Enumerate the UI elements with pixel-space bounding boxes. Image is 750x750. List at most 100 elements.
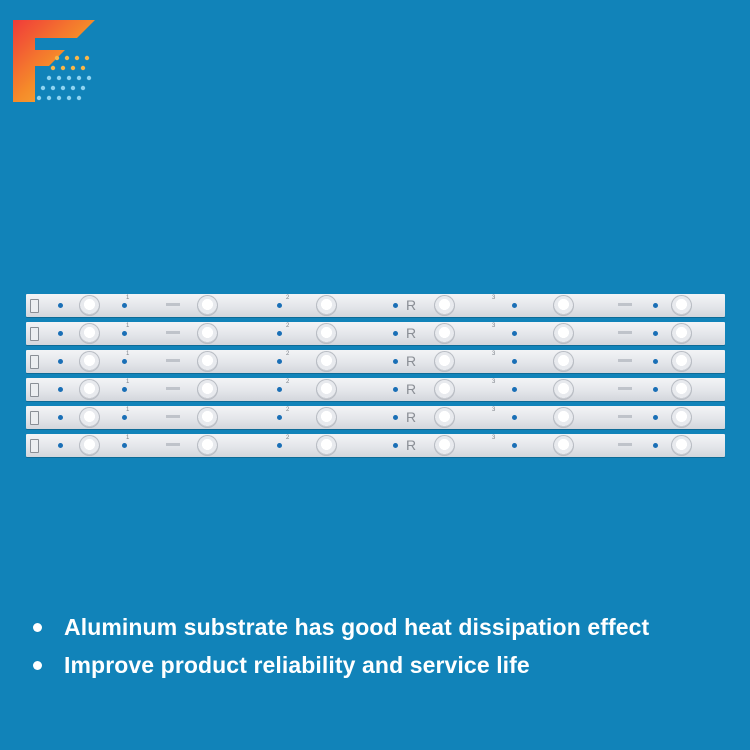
silkscreen-label (166, 415, 180, 418)
strip-number: 2 (286, 295, 290, 301)
led-strip: 1 2 3 R (26, 406, 725, 429)
mount-hole (58, 303, 63, 308)
mount-hole (653, 331, 658, 336)
led-lens (197, 407, 218, 428)
silkscreen-label (166, 443, 180, 446)
led-lens (316, 323, 337, 344)
connector (30, 299, 39, 313)
led-lens (79, 407, 100, 428)
connector (30, 327, 39, 341)
feature-text: Improve product reliability and service … (64, 651, 530, 678)
led-lens (553, 407, 574, 428)
mount-hole (122, 331, 127, 336)
led-lens (79, 295, 100, 316)
mount-hole (122, 387, 127, 392)
mount-hole (653, 387, 658, 392)
strip-letter: R (406, 325, 417, 341)
led-lens (434, 435, 455, 456)
silkscreen-label (618, 387, 632, 390)
feature-list: Aluminum substrate has good heat dissipa… (30, 608, 730, 684)
led-lens (316, 351, 337, 372)
mount-hole (393, 443, 398, 448)
led-lens (434, 323, 455, 344)
mount-hole (277, 303, 282, 308)
connector (30, 411, 39, 425)
mount-hole (393, 331, 398, 336)
mount-hole (277, 415, 282, 420)
led-lens (434, 295, 455, 316)
strip-number: 2 (286, 351, 290, 357)
strip-letter: R (406, 409, 417, 425)
mount-hole (58, 443, 63, 448)
strip-number: 1 (126, 379, 130, 385)
silkscreen-label (166, 359, 180, 362)
bullet-dot-icon (33, 660, 42, 670)
mount-hole (653, 415, 658, 420)
mount-hole (512, 415, 517, 420)
feature-item: Aluminum substrate has good heat dissipa… (30, 608, 730, 646)
silkscreen-label (618, 443, 632, 446)
mount-hole (58, 387, 63, 392)
led-lens (553, 435, 574, 456)
led-lens (553, 351, 574, 372)
led-strip: 1 2 3 R (26, 378, 725, 401)
strip-number: 3 (492, 295, 496, 301)
led-lens (316, 407, 337, 428)
feature-item: Improve product reliability and service … (30, 646, 730, 684)
led-lens (197, 351, 218, 372)
connector (30, 355, 39, 369)
led-strip: 1 2 3 R (26, 350, 725, 373)
strip-number: 3 (492, 435, 496, 441)
led-lens (316, 295, 337, 316)
mount-hole (277, 387, 282, 392)
led-lens (671, 435, 692, 456)
strip-number: 1 (126, 351, 130, 357)
mount-hole (277, 359, 282, 364)
strip-number: 2 (286, 323, 290, 329)
led-lens (79, 379, 100, 400)
led-lens (79, 323, 100, 344)
mount-hole (58, 415, 63, 420)
strip-number: 3 (492, 323, 496, 329)
strip-number: 2 (286, 407, 290, 413)
strip-letter: R (406, 297, 417, 313)
mount-hole (512, 359, 517, 364)
connector (30, 383, 39, 397)
strip-number: 2 (286, 379, 290, 385)
led-lens (671, 351, 692, 372)
led-lens (434, 379, 455, 400)
led-strip: 1 2 3 R (26, 322, 725, 345)
mount-hole (393, 303, 398, 308)
strip-number: 1 (126, 295, 130, 301)
strip-number: 2 (286, 435, 290, 441)
connector (30, 439, 39, 453)
mount-hole (58, 331, 63, 336)
brand-logo-icon (13, 20, 95, 102)
led-lens (197, 379, 218, 400)
led-lens (197, 295, 218, 316)
mount-hole (512, 443, 517, 448)
led-lens (671, 407, 692, 428)
silkscreen-label (618, 331, 632, 334)
silkscreen-label (618, 415, 632, 418)
led-lens (79, 351, 100, 372)
strip-letter: R (406, 353, 417, 369)
led-lens (316, 379, 337, 400)
led-lens (434, 407, 455, 428)
mount-hole (653, 443, 658, 448)
silkscreen-label (618, 359, 632, 362)
led-lens (671, 295, 692, 316)
mount-hole (122, 415, 127, 420)
silkscreen-label (166, 331, 180, 334)
mount-hole (393, 415, 398, 420)
strip-letter: R (406, 437, 417, 453)
strip-number: 3 (492, 351, 496, 357)
feature-text: Aluminum substrate has good heat dissipa… (64, 613, 650, 640)
led-lens (316, 435, 337, 456)
bullet-dot-icon (33, 622, 42, 632)
led-lens (671, 323, 692, 344)
led-strip: 1 2 3 R (26, 294, 725, 317)
led-lens (553, 295, 574, 316)
mount-hole (512, 331, 517, 336)
strip-letter: R (406, 381, 417, 397)
